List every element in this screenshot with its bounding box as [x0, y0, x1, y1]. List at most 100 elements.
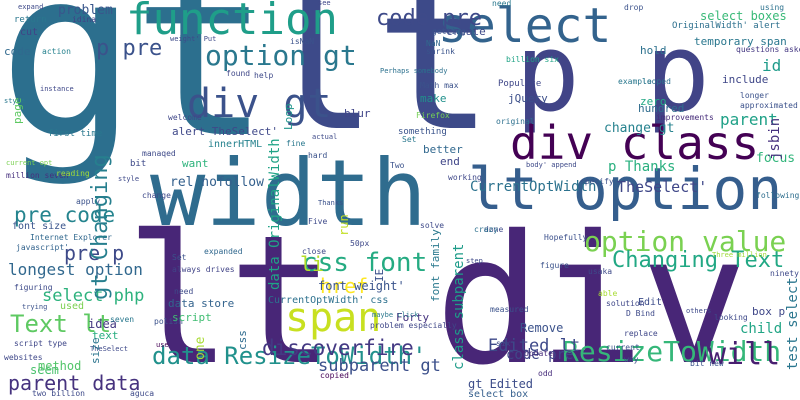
- word-current: way: [624, 355, 639, 364]
- word-box-p: box p: [752, 305, 786, 318]
- word-something: something: [398, 127, 447, 137]
- word-copied: close: [302, 247, 327, 256]
- word-using: using: [760, 3, 785, 12]
- word-update: Update: [524, 349, 553, 358]
- word-li: li: [300, 252, 325, 276]
- word-improvements: improvements: [656, 113, 714, 122]
- word-id: id: [762, 56, 782, 75]
- word-select-boxes: select boxes: [700, 9, 787, 23]
- word-edited-lt: Edited lt: [488, 336, 581, 356]
- word-manaqed: manaqed: [142, 149, 176, 158]
- word-end: end: [440, 155, 460, 168]
- word-theselect: TheSelect': [617, 178, 708, 196]
- word-questions-asked: questions asked: [736, 45, 800, 54]
- word-data-originalwidth: data OriginalWidth: [267, 138, 283, 290]
- word-reading: reading: [56, 169, 90, 178]
- word-expand: expand: [18, 3, 44, 11]
- word-close: 50px: [350, 239, 370, 248]
- word-idina: idina: [72, 15, 97, 24]
- word-page: page: [11, 97, 24, 125]
- word-make: make: [420, 92, 447, 105]
- word-blur: blur: [344, 107, 371, 120]
- word-isnan: isNaN: [290, 37, 315, 46]
- word-loop: Loop: [282, 103, 295, 131]
- word-first-time: first time: [48, 129, 103, 139]
- word-remove: Remove: [520, 321, 564, 335]
- word-problem: problem: [58, 3, 113, 18]
- word-approximated: approximated: [740, 101, 798, 110]
- word-see: see: [318, 0, 331, 7]
- word-shrink: shrink: [426, 47, 455, 56]
- word-longest-option: longest option: [8, 260, 143, 279]
- word-changing-text: Changing Text: [612, 248, 785, 273]
- word-script: script: [172, 311, 212, 324]
- word-instance: instance: [40, 85, 74, 93]
- word-action: action: [42, 47, 71, 56]
- word-six: measured: [490, 305, 529, 314]
- word-always-drives: always drives: [172, 265, 235, 274]
- word-hundred: hundred: [638, 102, 685, 115]
- word-b-find: Set: [402, 135, 417, 144]
- word-50px: figuring: [14, 283, 53, 292]
- word-internet-explorer: Internet Explorer: [30, 233, 112, 242]
- word-want: want: [182, 157, 209, 170]
- word-use: aguca: [130, 389, 155, 398]
- word-data-store: data store: [168, 297, 235, 310]
- word-drop: drop: [624, 3, 644, 12]
- word-text: text: [92, 329, 119, 342]
- word-example: example: [618, 77, 652, 86]
- word-temporary-span: temporary span: [694, 35, 787, 48]
- word-select-php: select php: [42, 286, 145, 306]
- word-code: code: [4, 45, 31, 58]
- word-bit-new: odd: [538, 369, 553, 378]
- word-help: help: [254, 71, 274, 80]
- word-solution: solution: [606, 299, 645, 308]
- word-thanks: Thanks: [318, 199, 344, 207]
- word-odd: six: [496, 339, 511, 348]
- word-step: step: [466, 257, 483, 265]
- word-current-opt: style: [4, 97, 26, 105]
- word-currentoptwidth-css: CurrentOptWidth' css: [268, 295, 389, 306]
- word-discoverfire: discoverfire: [262, 336, 414, 360]
- word-theselect-small: use: [156, 341, 169, 349]
- word-resizetowidth: ResizeToWidth: [562, 335, 782, 368]
- word-billion-six: billion six: [506, 55, 559, 64]
- word-maybe-click: maybe click: [372, 311, 419, 319]
- word-pre-p: pre p: [64, 241, 125, 265]
- word-one: one: [193, 336, 208, 360]
- word-expanded: expanded: [204, 247, 243, 256]
- word-polish: polish: [154, 317, 183, 326]
- word-actual: fine: [286, 139, 306, 148]
- word-originalwidth-alert: OriginalWidth' alert: [672, 21, 781, 31]
- word-weight-put: weight' Put: [170, 35, 217, 43]
- word-gt: gt: [0, 0, 271, 189]
- word-currentoptwidth: CurrentOptWidth': [470, 179, 605, 195]
- word-rel-nofollow: rel nofollow: [170, 175, 264, 190]
- word-million-seven: million seven: [6, 171, 69, 180]
- word-run: run: [337, 214, 351, 236]
- word-pre-code: pre code: [14, 203, 116, 227]
- word-width: width: [150, 140, 427, 247]
- word-longer: working: [448, 173, 482, 182]
- word-test-select: test select: [785, 277, 800, 370]
- word-trying: seven: [110, 315, 135, 324]
- word-function: function: [126, 0, 338, 45]
- word-span: span: [285, 295, 382, 341]
- word-seem: seem: [30, 363, 59, 377]
- word-bit: longer: [740, 91, 769, 100]
- word-jquery: jQuery: [508, 92, 548, 105]
- word-measured: problem especially: [370, 321, 457, 330]
- word-hard: change: [142, 191, 171, 200]
- word-option-value: option value: [584, 225, 787, 258]
- word-able: able: [598, 289, 618, 298]
- word-text-lt: Text lt: [10, 310, 112, 338]
- word-p-p: p p: [515, 11, 711, 136]
- word-way: bit new: [690, 359, 724, 368]
- word-idea: idea: [88, 317, 117, 331]
- word-welcome: actual: [312, 133, 338, 141]
- word-will: will: [708, 337, 781, 372]
- word-nan: NaN: [426, 39, 441, 48]
- word-style: style: [118, 175, 140, 183]
- word-data-resizetowidth: data ResizeToWidth': [152, 342, 427, 370]
